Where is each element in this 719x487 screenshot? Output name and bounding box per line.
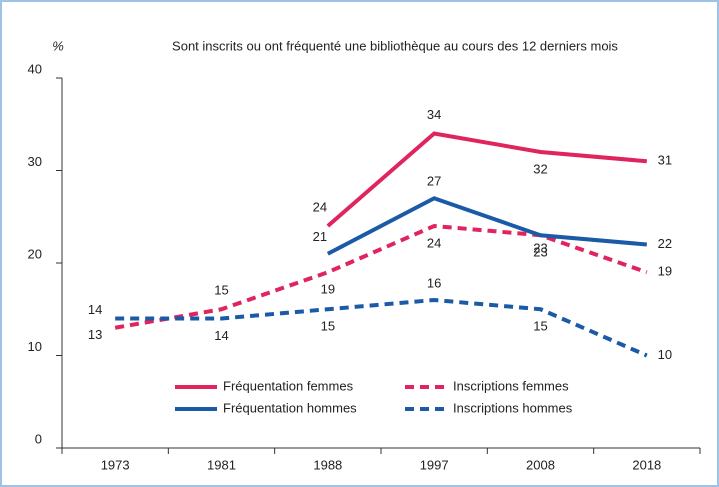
series-line [326,131,648,228]
data-label: 22 [658,236,672,251]
x-tick-label: 1988 [313,457,342,472]
data-label: 14 [214,328,228,343]
x-tick-label: 1973 [101,457,130,472]
data-label: 24 [427,235,441,250]
data-label: 15 [214,283,228,298]
legend-label: Fréquentation hommes [223,400,357,415]
y-tick-label: 0 [35,431,42,446]
legend-label: Fréquentation femmes [223,378,354,393]
data-label: 10 [658,347,672,362]
y-tick-label: 20 [28,246,42,261]
series-line [114,223,648,330]
data-label: 32 [533,161,547,176]
data-label: 19 [321,282,335,297]
legend-label: Inscriptions hommes [453,400,573,415]
data-label: 23 [533,241,547,256]
data-label: 31 [658,153,672,168]
data-label: 16 [427,275,441,290]
x-tick-label: 1997 [420,457,449,472]
series-line [326,196,648,256]
data-label: 27 [427,174,441,189]
x-tick-label: 2018 [632,457,661,472]
x-tick-label: 1981 [207,457,236,472]
data-label: 24 [313,199,327,214]
data-label: 15 [533,319,547,334]
chart-title: Sont inscrits ou ont fréquenté une bibli… [172,38,618,53]
y-tick-label: 10 [28,339,42,354]
data-label: 15 [321,319,335,334]
x-tick-label: 2008 [526,457,555,472]
data-label: 21 [313,229,327,244]
data-label: 13 [88,327,102,342]
data-label: 14 [88,302,102,317]
y-axis-label: % [52,38,64,53]
y-tick-label: 40 [28,61,42,76]
legend-label: Inscriptions femmes [453,378,569,393]
data-label: 19 [658,264,672,279]
y-tick-label: 30 [28,154,42,169]
data-label: 34 [427,107,441,122]
data-label: 23 [533,245,547,260]
